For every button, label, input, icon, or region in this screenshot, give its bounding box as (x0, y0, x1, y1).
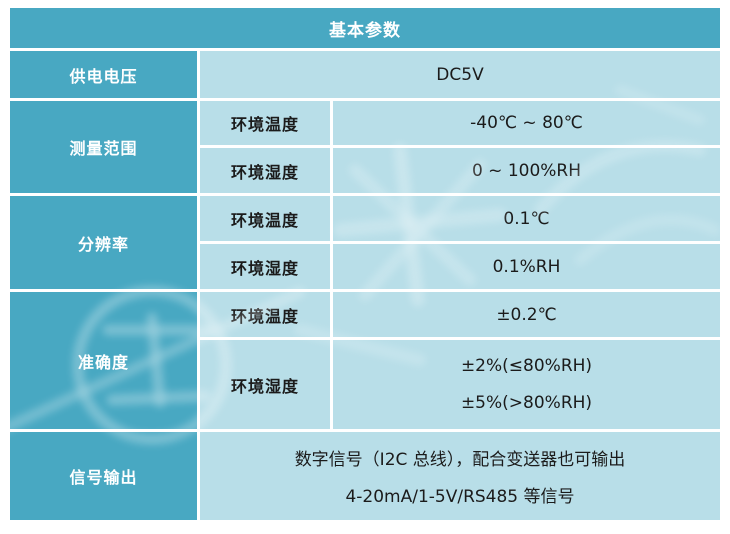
table-title: 基本参数 (10, 8, 720, 48)
resolution-temp-label: 环境温度 (200, 196, 330, 241)
param-signal-label: 信号输出 (10, 432, 197, 520)
resolution-temp-value: 0.1℃ (333, 196, 720, 241)
range-temp-value: -40℃ ~ 80℃ (333, 101, 720, 145)
range-hum-label: 环境湿度 (200, 148, 330, 193)
signal-value: 数字信号（I2C 总线），配合变送器也可输出 4-20mA/1-5V/RS485… (200, 432, 720, 520)
range-temp-label: 环境温度 (200, 101, 330, 145)
range-hum-value: 0 ~ 100%RH (333, 148, 720, 193)
spec-table: 基本参数 供电电压 DC5V 测量范围 环境温度 -40℃ ~ 80℃ 环境湿度… (10, 8, 720, 520)
accuracy-hum-value-line1: ±2%(≤80%RH) (460, 356, 593, 377)
resolution-hum-value: 0.1%RH (333, 244, 720, 289)
param-power-value: DC5V (200, 51, 720, 98)
resolution-hum-label: 环境湿度 (200, 244, 330, 289)
signal-value-line1: 数字信号（I2C 总线），配合变送器也可输出 (294, 449, 626, 470)
accuracy-temp-value: ±0.2℃ (333, 292, 720, 337)
accuracy-hum-label: 环境湿度 (200, 340, 330, 429)
param-power-label: 供电电压 (10, 51, 197, 98)
accuracy-hum-value: ±2%(≤80%RH) ±5%(>80%RH) (333, 340, 720, 429)
param-range-label: 测量范围 (10, 101, 197, 193)
accuracy-hum-value-line2: ±5%(>80%RH) (460, 392, 593, 413)
accuracy-temp-label: 环境温度 (200, 292, 330, 337)
param-resolution-label: 分辨率 (10, 196, 197, 289)
signal-value-line2: 4-20mA/1-5V/RS485 等信号 (345, 487, 575, 508)
param-accuracy-label: 准确度 (10, 292, 197, 429)
